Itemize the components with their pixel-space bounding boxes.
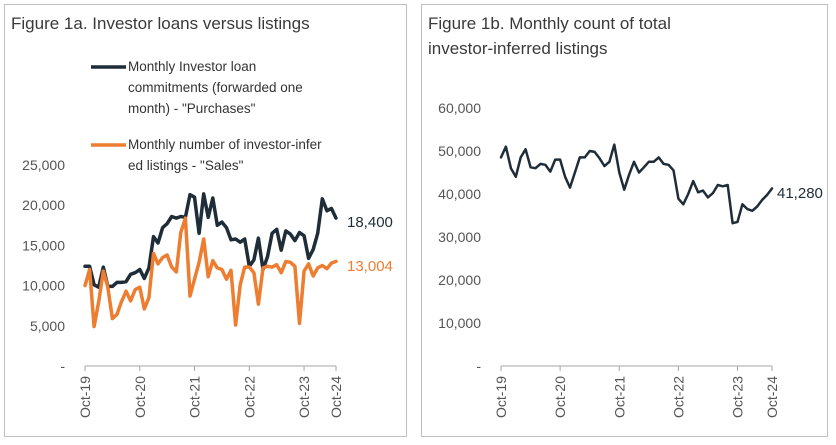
legend-label-sales: Monthly number of investor-infer ed listi… <box>128 137 322 173</box>
y-tick-label: 15,000 <box>22 237 65 253</box>
x-tick-label: Oct-22 <box>241 376 257 418</box>
y-tick-label: 5,000 <box>30 318 65 334</box>
x-tick-label: Oct-24 <box>328 376 344 418</box>
x-tick-label: Oct-19 <box>77 376 93 418</box>
x-tick-label: Oct-19 <box>493 376 509 418</box>
chart-a-plot: - 5,000 10,000 15,000 20,000 25,000 Oct-19 Oct-… <box>5 5 408 438</box>
y-tick-label: 50,000 <box>438 143 481 159</box>
y-tick-label: 40,000 <box>438 186 481 202</box>
x-tick-label: Oct-20 <box>132 376 148 418</box>
legend-label-purchases: Monthly Investor loan commitments (forwar… <box>128 59 303 116</box>
y-tick-label: 10,000 <box>22 278 65 294</box>
chart-panel-b: Figure 1b. Monthly count of total invest… <box>421 4 828 437</box>
y-tick-label: 20,000 <box>22 197 65 213</box>
x-tick-label: Oct-23 <box>730 376 746 418</box>
y-tick-label: 25,000 <box>22 157 65 173</box>
y-tick-label: 30,000 <box>438 229 481 245</box>
x-tick-label: Oct-24 <box>764 376 780 418</box>
y-tick-label: 10,000 <box>438 315 481 331</box>
y-tick-label: 60,000 <box>438 100 481 116</box>
x-tick-label: Oct-21 <box>187 376 203 418</box>
end-value-label: 13,004 <box>347 258 393 275</box>
end-value-label: 41,280 <box>777 185 823 202</box>
x-tick-label: Oct-23 <box>296 376 312 418</box>
series-line-1 <box>501 145 772 224</box>
end-value-label: 18,400 <box>347 214 393 231</box>
y-tick-label: 20,000 <box>438 272 481 288</box>
chart-panel-a: Figure 1a. Investor loans versus listing… <box>4 4 407 437</box>
x-tick-label: Oct-21 <box>611 376 627 418</box>
y-tick-label: - <box>476 358 481 374</box>
y-tick-label: - <box>60 358 65 374</box>
chart-b-plot: - 10,000 20,000 30,000 40,000 50,000 60,000 Oct… <box>422 5 829 438</box>
x-tick-label: Oct-20 <box>552 376 568 418</box>
x-tick-label: Oct-22 <box>670 376 686 418</box>
